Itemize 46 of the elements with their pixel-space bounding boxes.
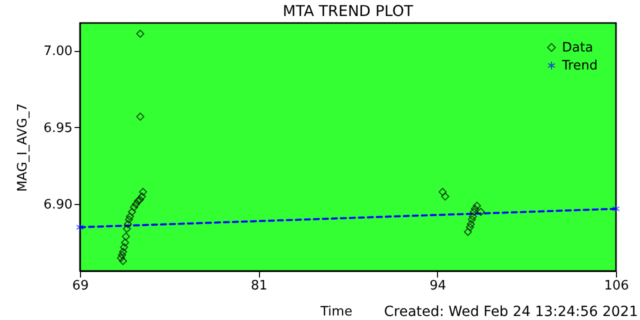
point <box>138 192 146 201</box>
point <box>466 220 475 228</box>
x-tick-label: 94 <box>430 278 446 294</box>
point <box>136 196 144 204</box>
point <box>476 208 485 216</box>
point <box>130 203 138 212</box>
point <box>441 192 450 201</box>
point <box>118 256 128 266</box>
x-tick-label: 69 <box>72 278 89 294</box>
point <box>132 200 140 208</box>
point <box>136 30 144 38</box>
point <box>121 238 130 247</box>
point <box>464 228 472 236</box>
point <box>124 220 132 228</box>
x-axis-title: Time <box>320 304 352 320</box>
point <box>612 204 620 214</box>
point <box>126 212 134 221</box>
point <box>124 216 133 224</box>
point <box>116 254 126 262</box>
point <box>468 216 476 224</box>
x-tick-label: 106 <box>604 278 629 294</box>
point <box>438 188 447 196</box>
point <box>118 248 128 256</box>
point <box>120 243 128 252</box>
x-tick-label: 81 <box>250 278 268 294</box>
y-tick-label: 7.00 <box>44 44 72 60</box>
legend-label: Trend <box>561 58 598 74</box>
point <box>118 250 126 259</box>
text: Created: Wed Feb 24 13:24:56 2021 <box>384 304 638 320</box>
y-tick-label: 6.95 <box>44 120 72 136</box>
point <box>138 188 148 196</box>
chart-title: MTA TREND PLOT <box>282 2 414 20</box>
point <box>470 204 479 213</box>
legend-label: Data <box>562 40 594 56</box>
point <box>122 224 131 233</box>
point <box>122 232 130 240</box>
y-tick-label: 6.90 <box>44 198 72 213</box>
point <box>468 212 477 221</box>
point <box>134 197 142 206</box>
point <box>128 208 136 216</box>
y-axis-title: MAG_I_AVG_7 <box>16 103 31 192</box>
point <box>76 222 84 232</box>
point <box>136 112 144 121</box>
point <box>470 208 478 216</box>
point <box>472 202 481 210</box>
point <box>466 223 474 232</box>
